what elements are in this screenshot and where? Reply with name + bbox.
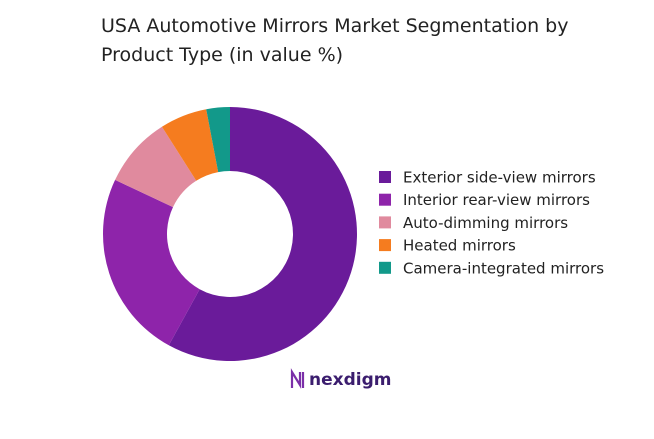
- legend-label: Interior rear-view mirrors: [403, 191, 590, 209]
- legend-label: Exterior side-view mirrors: [403, 169, 596, 187]
- legend-swatch: [379, 216, 391, 229]
- donut-slice: [206, 107, 230, 173]
- legend-label: Auto-dimming mirrors: [403, 214, 568, 232]
- legend-swatch: [379, 171, 391, 183]
- logo-text: nexdigm: [309, 370, 391, 390]
- donut-slice: [161, 109, 219, 181]
- chart-title: USA Automotive Mirrors Market Segmentati…: [101, 15, 569, 66]
- donut-slice: [103, 179, 200, 346]
- donut-slice: [115, 126, 197, 208]
- legend-swatch: [379, 261, 391, 274]
- legend-swatch: [379, 239, 391, 252]
- legend-label: Camera-integrated mirrors: [403, 259, 604, 277]
- logo: nexdigm: [290, 368, 391, 390]
- legend-label: Heated mirrors: [403, 237, 516, 255]
- legend-swatch: [379, 193, 391, 206]
- donut-slice: [168, 107, 357, 361]
- logo-icon: [290, 368, 305, 389]
